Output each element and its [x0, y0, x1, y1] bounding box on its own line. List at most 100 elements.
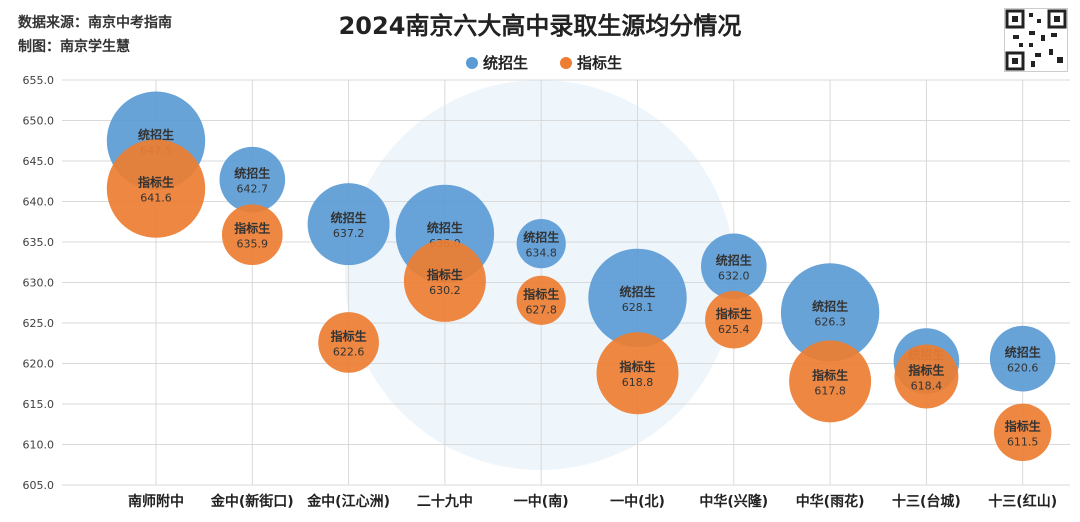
bubble-series-label: 指标生: [1005, 418, 1041, 433]
bubble-series-label: 指标生: [331, 328, 367, 343]
bubble-mark: [780, 263, 880, 362]
bubble-mark: [516, 219, 566, 269]
source-line: 数据来源：南京中考指南: [18, 15, 172, 31]
bubble-value-label: 626.3: [814, 315, 846, 328]
bubble-series-label: 统招生: [234, 166, 270, 181]
bubble-quota: 指标生 630.2: [403, 239, 486, 322]
bubble-mark: [789, 340, 872, 423]
bubble-unified: 统招生 632.0: [701, 233, 767, 300]
bubble-mark: [516, 275, 566, 325]
chart-title: 2024南京六大高中录取生源均分情况: [339, 12, 742, 40]
bubble-unified: 统招生 626.3: [780, 263, 880, 362]
bubble-value-label: 618.8: [622, 376, 654, 389]
x-tick-label: 南师附中: [128, 493, 184, 510]
bubble-series-label: 统招生: [331, 210, 367, 225]
y-tick-label: 605.0: [23, 479, 55, 492]
bubble-unified: 统招生 620.6: [989, 325, 1056, 392]
x-tick-label: 一中(北): [610, 493, 665, 510]
bubble-series-label: 指标生: [138, 175, 174, 190]
bubble-mark: [318, 312, 379, 373]
bubble-series-label: 统招生: [619, 284, 655, 299]
bubble-value-label: 628.1: [622, 301, 654, 314]
bubble-series-label: 指标生: [908, 362, 944, 377]
legend-marker: [466, 57, 478, 69]
x-tick-label: 二十九中: [417, 493, 473, 510]
bubble-series-label: 指标生: [619, 359, 655, 374]
bubble-quota: 指标生 611.5: [994, 403, 1052, 462]
bubble-mark: [596, 332, 679, 415]
bubble-value-label: 637.2: [333, 227, 365, 240]
bubble-mark: [219, 146, 286, 213]
bubble-quota: 指标生 618.8: [596, 332, 679, 415]
bubble-series-label: 统招生: [427, 220, 463, 235]
bubble-unified: 统招生 637.2: [307, 183, 390, 266]
bubble-series-label: 统招生: [523, 230, 559, 245]
bubble-series-label: 统招生: [812, 298, 848, 313]
bubble-value-label: 611.5: [1007, 435, 1039, 448]
bubble-value-label: 622.6: [333, 345, 365, 358]
x-tick-label: 一中(南): [514, 493, 569, 510]
bubble-quota: 指标生 627.8: [516, 275, 566, 325]
x-tick-label: 金中(新街口): [210, 493, 294, 510]
legend-label: 统招生: [483, 54, 528, 72]
bubble-mark: [106, 139, 206, 238]
y-tick-label: 640.0: [23, 196, 55, 209]
bubble-unified: 统招生 642.7: [219, 146, 286, 213]
bubble-mark: [705, 291, 763, 349]
bubble-series-label: 统招生: [716, 252, 752, 267]
bubble-value-label: 642.7: [237, 183, 269, 196]
legend-label: 指标生: [577, 54, 622, 72]
bubble-mark: [894, 344, 959, 409]
bubble-quota: 指标生 622.6: [318, 312, 379, 373]
y-tick-label: 650.0: [23, 115, 55, 128]
bubble-quota: 指标生 617.8: [789, 340, 872, 423]
x-tick-label: 金中(江心洲): [306, 493, 390, 510]
y-tick-label: 620.0: [23, 358, 55, 371]
x-tick-label: 中华(雨花): [796, 493, 865, 510]
bubble-series-label: 指标生: [812, 367, 848, 382]
bubble-mark: [588, 248, 687, 348]
bubble-series-label: 指标生: [716, 306, 752, 321]
bubble-value-label: 625.4: [718, 323, 750, 336]
bubble-value-label: 630.2: [429, 284, 461, 297]
y-tick-label: 625.0: [23, 317, 55, 330]
y-tick-label: 645.0: [23, 155, 55, 168]
bubble-value-label: 620.6: [1007, 362, 1039, 375]
y-tick-label: 610.0: [23, 439, 55, 452]
bubble-value-label: 627.8: [525, 303, 557, 316]
bubble-mark: [307, 183, 390, 266]
bubble-value-label: 617.8: [814, 384, 846, 397]
bubble-value-label: 635.9: [237, 238, 269, 251]
bubble-series-label: 指标生: [427, 267, 463, 282]
qr-code: [1004, 8, 1068, 72]
bubble-series-label: 统招生: [138, 127, 174, 142]
bubble-mark: [403, 239, 486, 322]
bubble-quota: 指标生 635.9: [221, 204, 283, 266]
y-tick-label: 635.0: [23, 236, 55, 249]
bubble-value-label: 618.4: [911, 379, 943, 392]
x-tick-label: 十三(台城): [892, 493, 961, 510]
bubble-series-label: 指标生: [234, 221, 270, 236]
bubble-quota: 指标生 625.4: [705, 291, 763, 349]
bubble-mark: [994, 403, 1052, 462]
bubble-unified: 统招生 628.1: [588, 248, 687, 348]
y-tick-label: 655.0: [23, 74, 55, 87]
y-tick-label: 630.0: [23, 277, 55, 290]
bubble-series-label: 统招生: [1005, 345, 1041, 360]
bubble-value-label: 641.6: [140, 192, 172, 205]
x-tick-label: 中华(兴隆): [699, 493, 768, 510]
bubble-mark: [989, 325, 1056, 392]
bubble-quota: 指标生 641.6: [106, 139, 206, 238]
bubble-mark: [221, 204, 283, 266]
bubble-series-label: 指标生: [523, 286, 559, 301]
bubble-mark: [701, 233, 767, 300]
legend-marker: [560, 57, 572, 69]
bubble-value-label: 634.8: [525, 247, 557, 260]
y-tick-label: 615.0: [23, 398, 55, 411]
author-line: 制图：南京学生慧: [18, 39, 130, 55]
x-tick-label: 十三(红山): [988, 493, 1057, 510]
bubble-quota: 指标生 618.4: [894, 344, 959, 409]
bubble-unified: 统招生 634.8: [516, 219, 566, 269]
bubble-value-label: 632.0: [718, 269, 750, 282]
